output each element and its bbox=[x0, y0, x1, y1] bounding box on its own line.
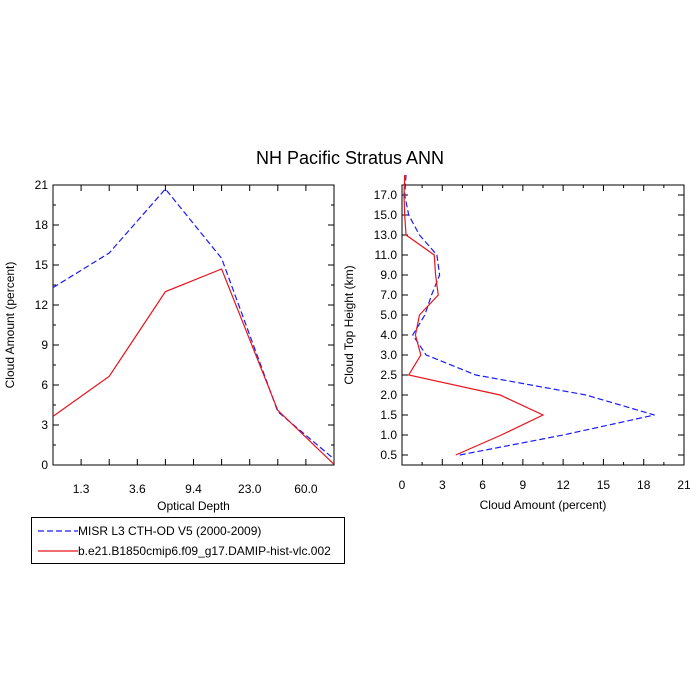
left-x-tick-label: 60.0 bbox=[294, 482, 318, 496]
right-y-tick-label: 17.0 bbox=[374, 188, 398, 202]
left-y-tick-label: 18 bbox=[35, 218, 49, 232]
legend-item-obs: MISR L3 CTH-OD V5 (2000-2009) bbox=[38, 522, 261, 540]
right-x-tick-label: 3 bbox=[439, 478, 446, 492]
left-x-tick-label: 9.4 bbox=[185, 482, 202, 496]
right-y-tick-label: 7.0 bbox=[380, 288, 397, 302]
left-y-tick-label: 15 bbox=[35, 258, 49, 272]
right-x-tick-label: 21 bbox=[677, 478, 691, 492]
right-y-tick-label: 5.0 bbox=[380, 308, 397, 322]
right-series-model-line bbox=[403, 174, 545, 456]
right-panel-cloud-top-height: 0 3 6 9 12 15 18 21 0.5 1.0 1.5 2.0 2.5 3.0 4.0 5.0 7.0 9… bbox=[342, 174, 691, 512]
left-panel-optical-depth: 0 3 6 9 12 15 18 21 1.3 3.6 9.4 23.0 60.0 Optical De… bbox=[3, 178, 335, 513]
right-x-tick-label: 15 bbox=[597, 478, 611, 492]
left-x-tick-label: 3.6 bbox=[129, 482, 146, 496]
right-y-tick-label: 2.0 bbox=[380, 388, 397, 402]
right-y-tick-label: 11.0 bbox=[375, 248, 398, 262]
left-y-tick-label: 12 bbox=[35, 298, 49, 312]
right-y-tick-label: 9.0 bbox=[380, 268, 397, 282]
right-y-tick-label: 1.5 bbox=[380, 408, 397, 422]
right-x-tick-label: 0 bbox=[399, 478, 406, 492]
right-y-tick-label: 1.0 bbox=[380, 428, 397, 442]
chart-title: NH Pacific Stratus ANN bbox=[256, 148, 444, 168]
right-y-tick-label: 13.0 bbox=[374, 228, 398, 242]
right-y-tick-label: 3.0 bbox=[380, 348, 397, 362]
left-y-tick-label: 9 bbox=[41, 338, 48, 352]
right-series-obs-line bbox=[404, 174, 655, 456]
left-y-axis-title: Cloud Amount (percent) bbox=[3, 262, 17, 389]
right-x-tick-label: 6 bbox=[479, 478, 486, 492]
legend-swatch-model bbox=[38, 550, 78, 552]
legend: MISR L3 CTH-OD V5 (2000-2009) b.e21.B185… bbox=[31, 517, 345, 564]
legend-label-obs: MISR L3 CTH-OD V5 (2000-2009) bbox=[78, 524, 262, 538]
right-x-tick-label: 9 bbox=[520, 478, 527, 492]
legend-item-model: b.e21.B1850cmip6.f09_g17.DAMIP-hist-vlc.… bbox=[38, 542, 331, 560]
right-plot-frame bbox=[401, 184, 685, 466]
right-y-axis-title: Cloud Top Height (km) bbox=[342, 265, 356, 384]
left-plot-frame bbox=[52, 184, 335, 466]
left-y-tick-label: 6 bbox=[41, 378, 48, 392]
right-y-tick-label: 0.5 bbox=[380, 448, 397, 462]
left-axis-ticks: 0 3 6 9 12 15 18 21 1.3 3.6 9.4 23.0 60.0 bbox=[35, 178, 335, 496]
left-y-tick-label: 3 bbox=[41, 418, 48, 432]
legend-label-model: b.e21.B1850cmip6.f09_g17.DAMIP-hist-vlc.… bbox=[78, 544, 331, 558]
left-y-tick-label: 21 bbox=[35, 178, 49, 192]
right-axis-ticks: 0 3 6 9 12 15 18 21 0.5 1.0 1.5 2.0 2.5 3.0 4.0 5.0 7.0 9… bbox=[374, 185, 691, 492]
left-series-lines bbox=[52, 188, 335, 465]
right-y-tick-label: 2.5 bbox=[380, 368, 397, 382]
right-x-tick-label: 12 bbox=[556, 478, 570, 492]
right-y-tick-label: 15.0 bbox=[374, 208, 398, 222]
right-x-axis-title: Cloud Amount (percent) bbox=[480, 498, 607, 512]
right-y-tick-label: 4.0 bbox=[380, 328, 397, 342]
left-x-tick-label: 23.0 bbox=[238, 482, 262, 496]
right-x-tick-label: 18 bbox=[637, 478, 651, 492]
left-series-model-line bbox=[52, 268, 335, 465]
left-x-axis-title: Optical Depth bbox=[157, 499, 230, 513]
left-x-tick-label: 1.3 bbox=[73, 482, 90, 496]
left-y-tick-label: 0 bbox=[41, 458, 48, 472]
right-series-lines bbox=[403, 174, 655, 456]
left-series-obs-line bbox=[52, 188, 335, 460]
legend-swatch-obs bbox=[38, 530, 78, 532]
